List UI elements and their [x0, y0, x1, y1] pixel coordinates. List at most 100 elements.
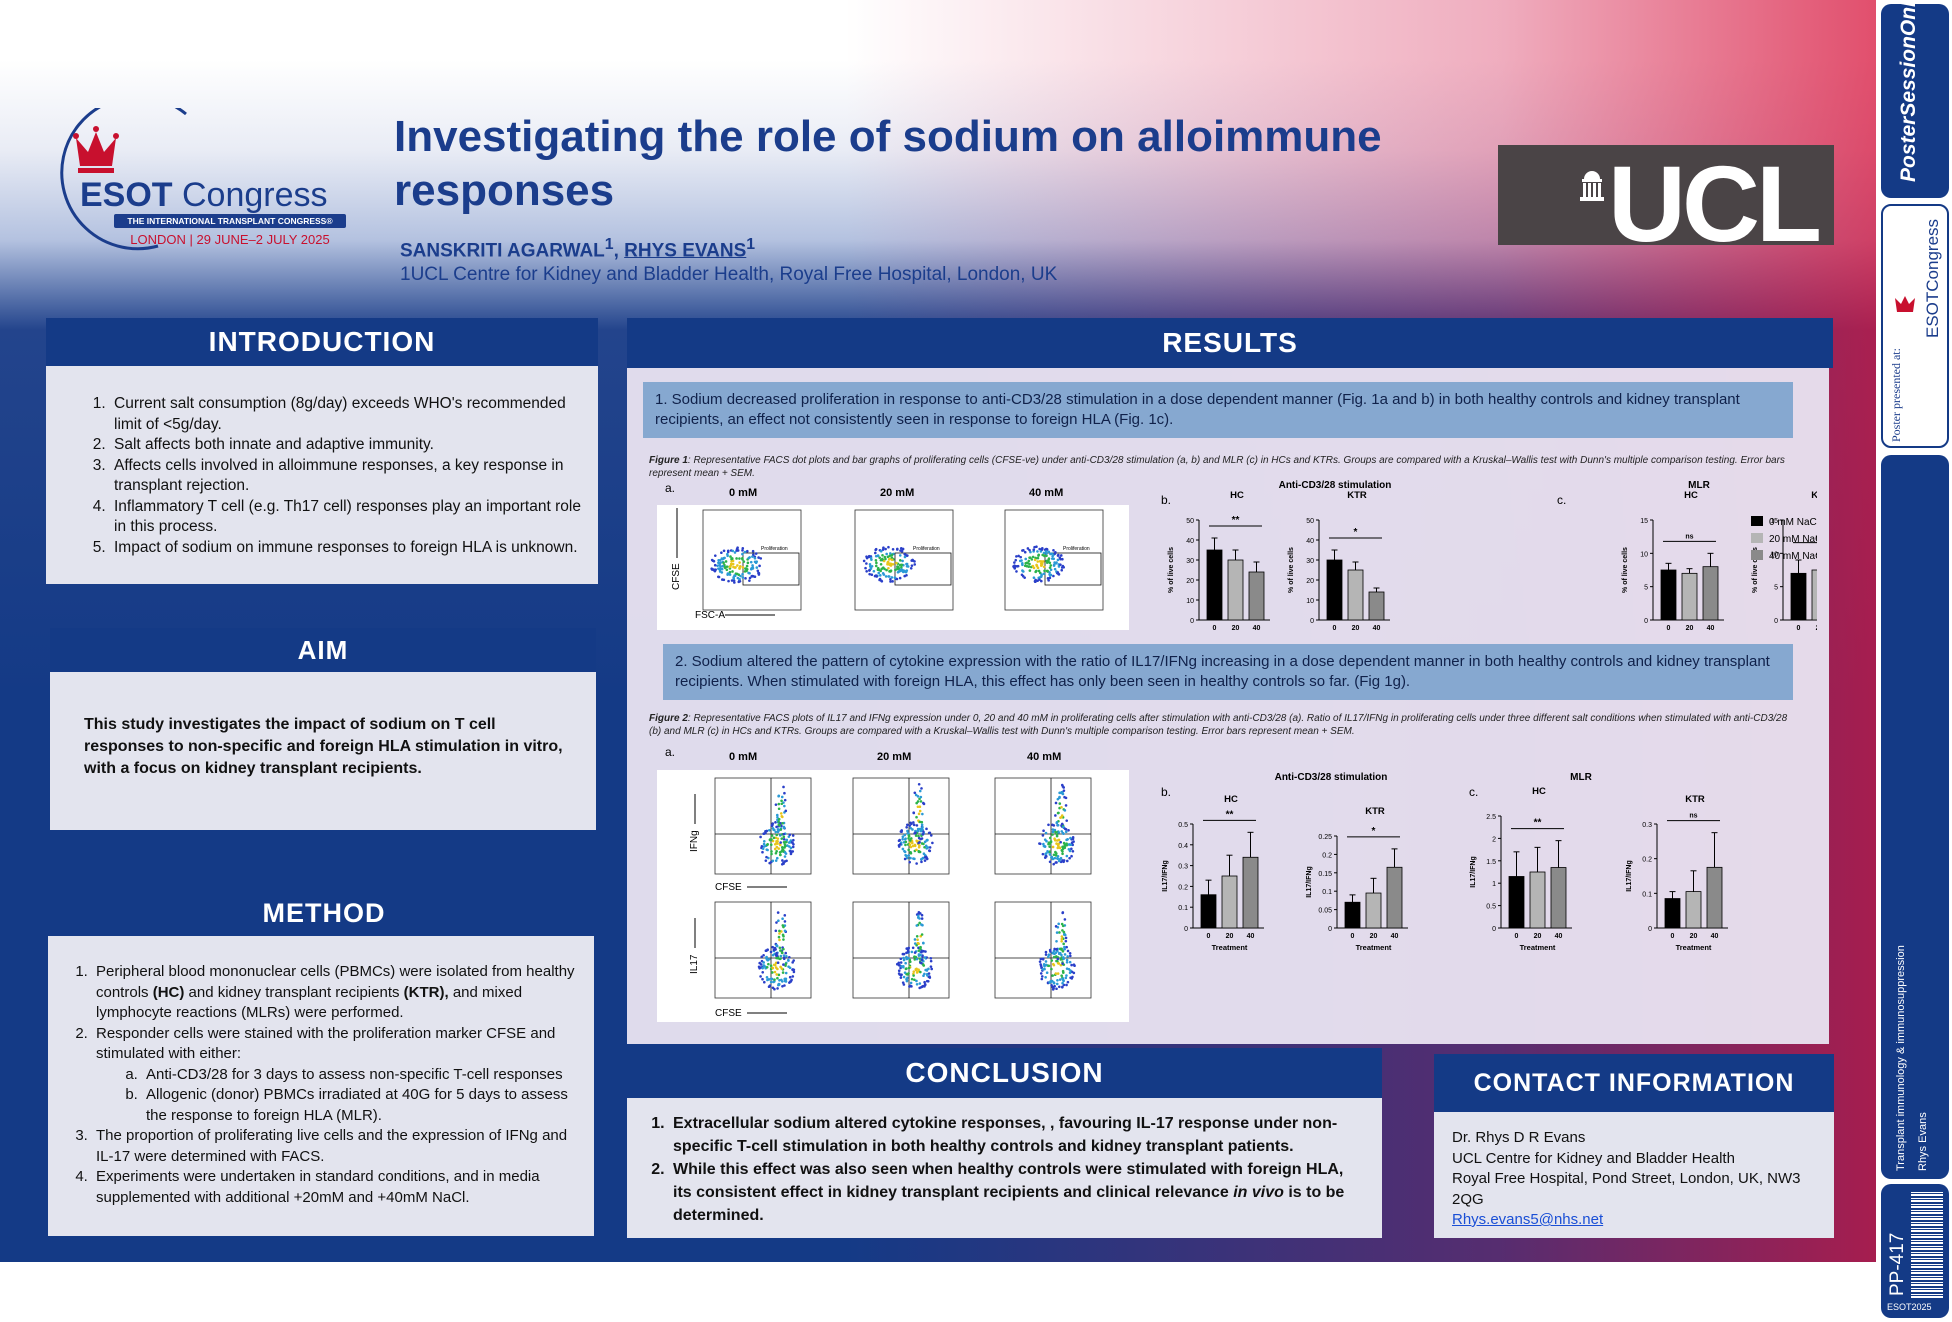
- y-axis-label: IL17/IFNg: [1626, 860, 1633, 892]
- chart-title: HC: [1684, 490, 1698, 501]
- conc-label: 20 mM: [877, 751, 911, 763]
- figure-1b-charts: b. Anti-CD3/28 stimulation 0 10 20 30 40 50 HC…: [1161, 480, 1391, 632]
- poster-footer: [0, 1262, 1876, 1322]
- category-label: 0: [1333, 625, 1337, 632]
- tick-label: 0.2: [1322, 852, 1332, 859]
- conc-label: 0 mM: [729, 487, 757, 499]
- list-item: The proportion of proliferating live cel…: [92, 1126, 586, 1167]
- list-item: Peripheral blood mononuclear cells (PBMC…: [92, 962, 586, 1024]
- affiliation: 1UCL Centre for Kidney and Bladder Healt…: [400, 264, 1058, 285]
- results-panel: 1. Sodium decreased proliferation in res…: [627, 368, 1829, 1044]
- method-sublist: Anti-CD3/28 for 3 days to assess non-spe…: [96, 1065, 586, 1127]
- bar: [1206, 549, 1223, 621]
- chart-title: KTR: [1347, 490, 1367, 501]
- aim-text: This study investigates the impact of so…: [84, 716, 563, 777]
- tick-label: 0.1: [1642, 891, 1652, 898]
- bar: [1344, 901, 1361, 929]
- gate-label: Proliferation: [761, 546, 788, 552]
- y-axis-label: IL17/IFNg: [1470, 856, 1477, 888]
- gate-label: Proliferation: [1063, 546, 1090, 552]
- stim-label-anti: Anti-CD3/28 stimulation: [1275, 772, 1388, 783]
- bar: [1790, 572, 1807, 621]
- figure-1-caption-text: : Representative FACS dot plots and bar …: [649, 455, 1785, 479]
- method-text: and mixed lymphocyte reactions (MLRs) we…: [96, 983, 523, 1022]
- tick-label: 0.3: [1178, 864, 1188, 871]
- facs-plot: [994, 777, 1092, 875]
- figure-2-caption-text: : Representative FACS plots of IL17 and …: [649, 713, 1788, 737]
- list-item: Allogenic (donor) PBMCs irradiated at 40…: [142, 1085, 586, 1126]
- method-list: Peripheral blood mononuclear cells (PBMC…: [62, 962, 586, 1208]
- tick-label: 40: [1186, 538, 1194, 545]
- bar: [1368, 591, 1385, 621]
- contact-name: Dr. Rhys D R Evans: [1452, 1129, 1586, 1146]
- conclusion-list: Extracellular sodium altered cytokine re…: [641, 1112, 1366, 1227]
- tick-label: 0.1: [1322, 889, 1332, 896]
- bar: [1347, 569, 1364, 621]
- tick-label: 20: [1306, 578, 1314, 585]
- x-axis-label: Treatment: [1520, 943, 1556, 952]
- author-2-affiliation: 1: [746, 236, 756, 253]
- ucl-wordmark: UCL: [1608, 145, 1819, 245]
- contact-email-link[interactable]: Rhys.evans5@nhs.net: [1452, 1211, 1604, 1228]
- significance-label: **: [1232, 515, 1240, 526]
- significance-label: *: [1354, 527, 1358, 538]
- method-abbrev-hc: (HC): [152, 983, 185, 1001]
- figure-2c-charts: c. MLR 0 0.5 1 1.5 2 2.5 HC IL17/IFNg 0 20 40 ** Tre…: [1469, 772, 1728, 952]
- legend-swatch: [1751, 550, 1763, 560]
- poster-title: Investigating the role of sodium on allo…: [394, 112, 1382, 215]
- bar: [1386, 866, 1403, 929]
- figure-2b-charts: b. Anti-CD3/28 stimulation 0 0.1 0.2 0.3 0.4…: [1161, 772, 1408, 952]
- facs-x-axis-label: CFSE: [715, 882, 742, 893]
- ucl-logo: UCL: [1498, 143, 1834, 264]
- list-item: Affects cells involved in alloimmune res…: [110, 456, 582, 497]
- tick-label: 0: [1644, 618, 1648, 625]
- facs-x-axis-label: CFSE: [715, 1008, 742, 1019]
- category-label: 20: [1352, 625, 1360, 632]
- chart-title: HC: [1224, 794, 1238, 805]
- plot-frame: [852, 777, 950, 875]
- conclusion-text: While this effect was also seen when hea…: [673, 1161, 1344, 1201]
- facs-x-axis-label: FSC-A: [695, 610, 725, 621]
- tick-label: 0.1: [1178, 905, 1188, 912]
- category-label: 0: [1213, 625, 1217, 632]
- bar: [1811, 569, 1817, 621]
- bar: [1660, 569, 1677, 621]
- y-axis-label: IL17/IFNg: [1306, 866, 1313, 898]
- plot-frame: [852, 901, 950, 999]
- list-item: Current salt consumption (8g/day) exceed…: [110, 394, 582, 435]
- tick-label: 0.3: [1642, 822, 1652, 829]
- poster-code: PP-417: [1887, 1232, 1908, 1296]
- stim-label-mlr: MLR: [1570, 772, 1592, 783]
- tick-label: 5: [1644, 585, 1648, 592]
- postersessiononline-badge[interactable]: PosterSessionOnline: [1881, 0, 1949, 198]
- presented-logo-text: ESOTCongress: [1923, 218, 1942, 338]
- barcode: [1911, 1190, 1943, 1298]
- tick-label: 0: [1310, 618, 1314, 625]
- tick-label: 0.15: [1318, 871, 1332, 878]
- category-label: 40: [1247, 933, 1255, 940]
- esot-name-bold: ESOT: [80, 176, 173, 214]
- panel-a-label: a.: [665, 481, 675, 495]
- proliferation-gate: [742, 552, 800, 586]
- crown-icon: [73, 126, 119, 173]
- portico-icon: [1580, 171, 1604, 201]
- list-item: Experiments were undertaken in standard …: [92, 1167, 586, 1208]
- tick-label: 0.2: [1178, 884, 1188, 891]
- author-1: SANSKRITI AGARWAL: [400, 240, 605, 262]
- tick-label: 0: [1184, 926, 1188, 933]
- topic-text: Transplant immunology & immunosuppressio…: [1895, 945, 1907, 1171]
- crown-icon: [1895, 296, 1915, 312]
- tick-label: 0: [1492, 926, 1496, 933]
- tick-label: 1.5: [1486, 859, 1496, 866]
- bar: [1508, 876, 1525, 929]
- proliferation-gate: [1044, 552, 1102, 586]
- tick-label: 15: [1640, 518, 1648, 525]
- facs-plot: Proliferation: [1004, 509, 1104, 611]
- conc-label: 0 mM: [729, 751, 757, 763]
- bar: [1706, 866, 1723, 929]
- poster-code-badge: PP-417 ESOT2025: [1881, 1184, 1949, 1318]
- finding-2: 2. Sodium altered the pattern of cytokin…: [663, 644, 1793, 700]
- bar: [1550, 867, 1567, 929]
- legend-label: 0 mM NaCl: [1769, 517, 1817, 528]
- tick-label: 0.4: [1178, 843, 1188, 850]
